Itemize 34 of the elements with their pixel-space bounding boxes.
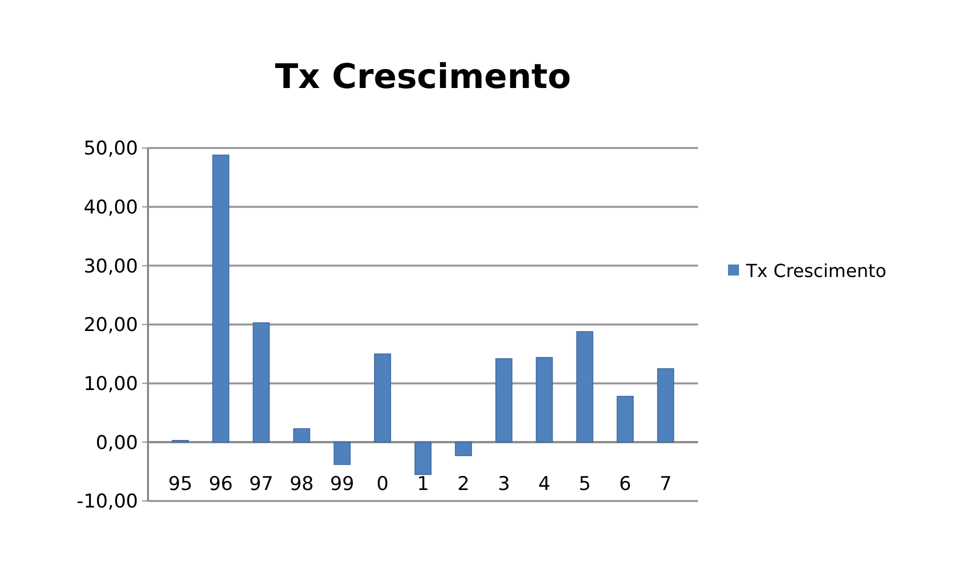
x-tick-label: 2 — [457, 473, 470, 496]
x-tick-label: 99 — [330, 473, 354, 496]
x-tick-label: 5 — [578, 473, 591, 496]
bar — [334, 442, 351, 465]
y-tick-label: 0,00 — [96, 432, 138, 454]
x-tick-label: 7 — [660, 473, 672, 496]
x-tick-label: 96 — [208, 473, 233, 496]
bar — [657, 368, 674, 443]
bar — [495, 358, 512, 443]
bar — [252, 322, 270, 443]
y-tick-label: 50,00 — [84, 138, 138, 160]
bar — [374, 354, 392, 443]
y-tick-label: 40,00 — [84, 196, 138, 218]
x-tick-label: 0 — [376, 473, 389, 496]
x-tick-label: 1 — [416, 473, 430, 496]
y-tick-label: 30,00 — [84, 255, 138, 278]
bar — [212, 154, 230, 443]
x-tick-label: 6 — [619, 473, 632, 496]
y-tick-label: 10,00 — [84, 372, 138, 395]
bar — [414, 442, 432, 475]
x-tick-label: 98 — [290, 473, 314, 496]
bar — [293, 428, 310, 443]
chart-title: Tx Crescimento — [274, 57, 572, 97]
bar — [616, 396, 634, 443]
legend-label: Tx Crescimento — [745, 260, 886, 282]
x-tick-label: 4 — [538, 473, 550, 496]
bar — [576, 331, 594, 443]
x-tick-label: 3 — [498, 473, 510, 496]
bar — [536, 357, 553, 443]
y-tick-label: -10,00 — [76, 490, 138, 513]
bar — [454, 442, 472, 456]
x-tick-label: 97 — [249, 473, 274, 496]
y-tick-label: 20,00 — [84, 314, 138, 336]
x-tick-label: 95 — [168, 473, 192, 496]
